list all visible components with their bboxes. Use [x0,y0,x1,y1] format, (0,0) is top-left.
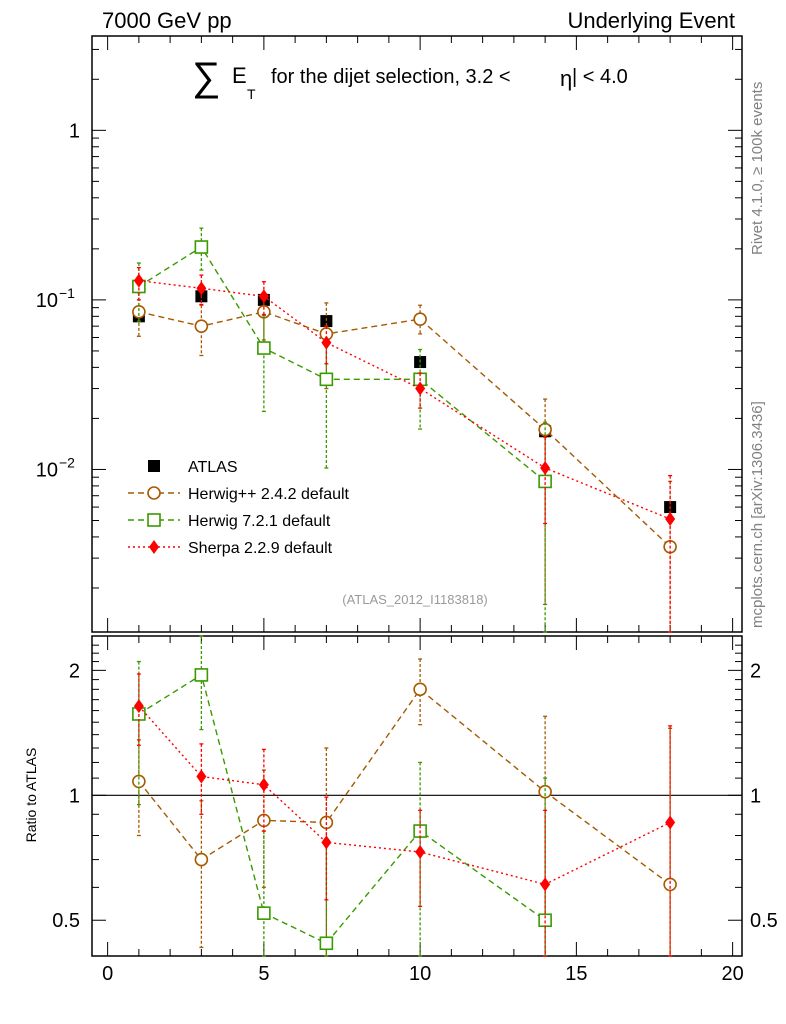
data-point-sherpa [415,845,426,860]
series-herwig-7-2-1-default [132,227,552,633]
header-left: 7000 GeV pp [102,8,232,33]
title-text-b: | < 4.0 [572,66,628,88]
ratio-axis-ticks: 0 5 10 15 20 2 2 1 1 0.5 0.5 [52,636,778,985]
data-point-sherpa [321,335,332,350]
mcplots-label: mcplots.cern.ch [arXiv:1306.3436] [749,401,766,628]
y-tick-label: 2 [69,660,80,682]
ratio-ylabel: Ratio to ATLAS [23,748,39,843]
ratio-frame [91,635,743,957]
data-point-sherpa [196,769,207,784]
title-e: E [232,63,247,88]
data-point-herwigpp [132,305,146,319]
legend-label: ATLAS [188,459,238,476]
main-axis-ticks: 110−110−2 [36,36,742,632]
series-line [138,673,546,945]
data-point-herwigpp [147,486,161,500]
data-point-sherpa [540,460,551,475]
y-tick-label: 10 [36,459,58,481]
main-plot-area [132,227,677,633]
series-line [138,279,671,520]
title-sigma: ∑ [192,55,221,99]
y-tick-label: 1 [69,120,80,142]
rivet-label: Rivet 4.1.0, ≥ 100k events [749,82,766,255]
data-point-sherpa [540,877,551,892]
data-point-herwigpp [194,852,209,867]
data-point-herwig7 [319,372,334,387]
data-point-sherpa [665,815,676,830]
plot-title: ∑ E T for the dijet selection, 3.2 < η |… [192,55,628,102]
x-tick-label: 10 [409,963,431,985]
series-line [138,246,546,482]
series-sherpa-2-2-9-default [133,266,676,633]
x-tick-label: 0 [102,963,113,985]
y-tick-exponent: −1 [59,285,75,301]
legend-entry: Herwig 7.2.1 default [128,513,331,530]
y-tick-label-right: 2 [750,660,761,682]
x-tick-label: 15 [565,963,587,985]
y-tick-label: 1 [69,785,80,807]
legend: ATLAS Herwig++ 2.4.2 default Herwig 7.2.1 … [128,459,350,557]
analysis-watermark: (ATLAS_2012_I1183818) [342,592,488,607]
x-tick-label: 20 [722,963,744,985]
data-point-atlas [320,315,333,328]
title-eta: η [560,66,572,91]
data-point-sherpa [321,835,332,850]
legend-label: Herwig++ 2.4.2 default [188,486,350,503]
x-tick-label: 5 [258,963,269,985]
title-subscript: T [247,86,256,102]
legend-label: Sherpa 2.2.9 default [188,540,333,557]
data-point-sherpa [258,289,269,304]
main-frame [91,35,743,633]
y-tick-exponent: −2 [59,454,75,470]
data-point-herwig7 [319,936,334,951]
data-point-sherpa [133,699,144,714]
series-herwig-7-2-1-default [132,635,552,957]
data-point-atlas [148,460,160,472]
y-tick-label: 0.5 [52,910,80,932]
data-point-sherpa [258,777,269,792]
legend-label: Herwig 7.2.1 default [188,513,331,530]
data-point-herwigpp [413,682,427,697]
data-point-herwig7 [257,906,271,920]
data-point-sherpa [196,281,207,296]
data-point-sherpa [133,273,144,288]
series-line [138,311,671,548]
series-atlas [132,290,677,514]
data-point-herwig7 [147,513,161,527]
data-point-herwigpp [413,312,427,326]
data-point-herwig7 [194,668,209,682]
series-line [138,688,671,885]
legend-entry: Herwig++ 2.4.2 default [128,486,350,503]
series-herwig-2-4-2-default [132,658,677,957]
series-sherpa-2-2-9-default [133,673,676,957]
y-tick-label-right: 1 [750,785,761,807]
data-point-sherpa [415,381,426,396]
legend-entry: Sherpa 2.2.9 default [128,540,333,557]
y-tick-label: 10 [36,290,58,312]
data-point-herwig7 [257,341,271,355]
ratio-plot-area [132,635,677,957]
legend-entry: ATLAS [148,459,238,476]
data-point-herwig7 [194,240,209,254]
header-right: Underlying Event [567,8,735,33]
y-tick-label-right: 0.5 [750,910,778,932]
data-point-sherpa [665,512,676,527]
data-point-sherpa [149,540,159,554]
title-text-a: for the dijet selection, 3.2 < [271,66,511,88]
data-point-herwigpp [194,319,209,333]
